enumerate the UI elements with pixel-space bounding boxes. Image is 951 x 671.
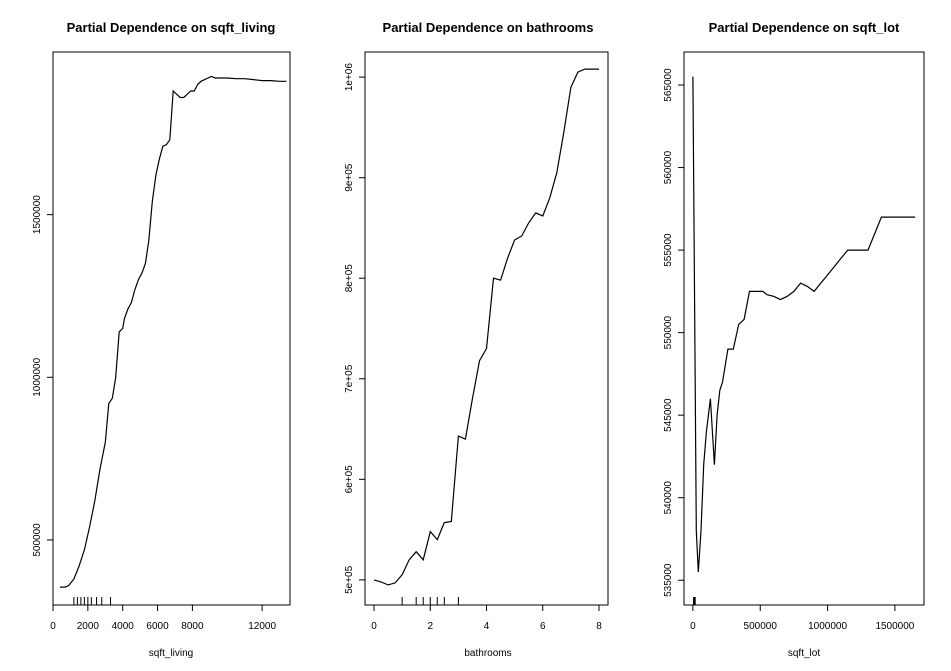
chart-title: Partial Dependence on sqft_living xyxy=(67,20,276,35)
pd-line xyxy=(60,75,287,588)
y-tick-label: 565000 xyxy=(663,68,674,102)
x-axis: 0 2000 4000 6000 8000 12000 xyxy=(50,605,276,632)
chart-title: Partial Dependence on bathrooms xyxy=(383,20,594,35)
x-tick-label: 4 xyxy=(484,621,490,632)
x-axis-title: sqft_lot xyxy=(788,648,820,659)
x-tick-label: 6 xyxy=(540,621,546,632)
y-tick-label: 8e+05 xyxy=(344,264,355,293)
panel-sqft-lot: Partial Dependence on sqft_lot 0 500000 10… xyxy=(663,20,925,659)
x-axis-title: sqft_living xyxy=(149,648,193,659)
y-tick-label: 6e+05 xyxy=(344,465,355,494)
y-tick-label: 545000 xyxy=(663,398,674,432)
y-axis: 500000 1000000 1500000 xyxy=(32,195,53,557)
y-tick-label: 500000 xyxy=(32,523,43,557)
pd-line xyxy=(692,76,916,573)
y-tick-label: 1000000 xyxy=(32,357,43,396)
x-tick-label: 0 xyxy=(50,621,56,632)
rug-marks xyxy=(73,597,112,605)
x-tick-label: 6000 xyxy=(146,621,169,632)
rug-marks xyxy=(401,597,459,605)
pd-line xyxy=(373,68,599,586)
x-axis: 0 2 4 6 8 xyxy=(371,605,602,632)
y-tick-label: 560000 xyxy=(663,150,674,184)
x-tick-label: 0 xyxy=(371,621,377,632)
x-tick-label: 12000 xyxy=(248,621,276,632)
x-tick-label: 8 xyxy=(596,621,602,632)
x-tick-label: 1500000 xyxy=(875,621,914,632)
y-tick-label: 540000 xyxy=(663,481,674,515)
x-tick-label: 8000 xyxy=(181,621,204,632)
x-tick-label: 2 xyxy=(427,621,433,632)
y-tick-label: 550000 xyxy=(663,316,674,350)
x-axis: 0 500000 1000000 1500000 xyxy=(690,605,915,632)
x-axis-title: bathrooms xyxy=(464,648,511,659)
y-tick-label: 1e+06 xyxy=(344,63,355,92)
x-tick-label: 2000 xyxy=(77,621,100,632)
y-tick-label: 5e+05 xyxy=(344,565,355,594)
y-tick-label: 1500000 xyxy=(32,195,43,234)
y-tick-label: 7e+05 xyxy=(344,364,355,393)
y-axis: 535000 540000 545000 550000 555000 560000 5650… xyxy=(663,68,684,597)
x-tick-label: 1000000 xyxy=(808,621,847,632)
plot-frame xyxy=(52,51,291,606)
panel-sqft-living: Partial Dependence on sqft_living 0 2000 4… xyxy=(32,20,291,659)
y-tick-label: 9e+05 xyxy=(344,163,355,192)
y-tick-label: 555000 xyxy=(663,233,674,267)
plot-frame xyxy=(364,51,609,606)
chart-title: Partial Dependence on sqft_lot xyxy=(709,20,900,35)
y-axis: 5e+05 6e+05 7e+05 8e+05 9e+05 1e+06 xyxy=(344,63,365,594)
plot-frame xyxy=(683,51,925,606)
x-tick-label: 4000 xyxy=(112,621,135,632)
x-tick-label: 0 xyxy=(690,621,696,632)
panel-bathrooms: Partial Dependence on bathrooms 0 2 4 6 8 5e… xyxy=(344,20,609,659)
y-tick-label: 535000 xyxy=(663,563,674,597)
x-tick-label: 500000 xyxy=(744,621,778,632)
rug-marks xyxy=(693,597,696,605)
